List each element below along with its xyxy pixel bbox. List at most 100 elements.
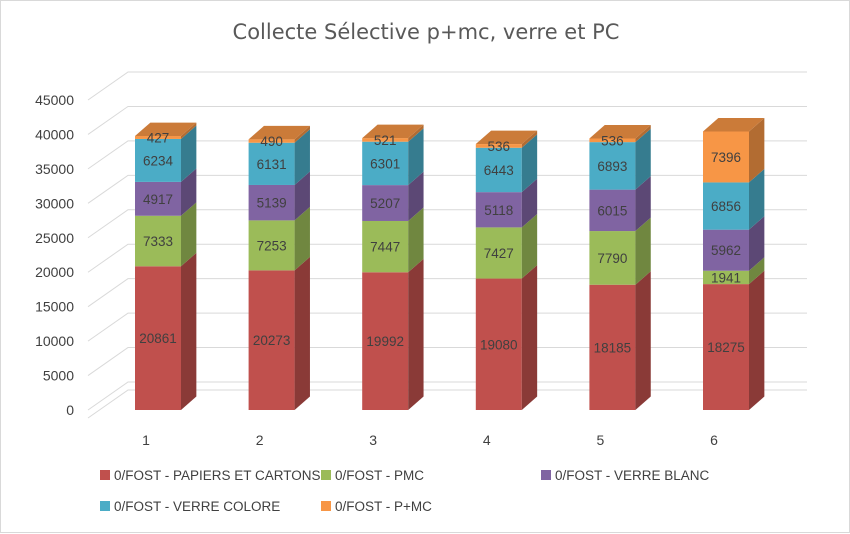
chart-title: Collecte Sélective p+mc, verre et PC — [233, 20, 620, 44]
data-label: 7447 — [370, 240, 400, 255]
gridline — [87, 71, 807, 101]
data-label: 4917 — [143, 192, 173, 207]
bar-segment-side — [749, 118, 765, 183]
legend-label: 0/FOST - PMC — [335, 468, 424, 483]
bar-stack-5 — [589, 125, 651, 410]
bar-segment — [248, 220, 295, 271]
data-label: 6015 — [597, 203, 627, 218]
axes: 0 5000 10000 15000 20000 25000 30000 35000 40000… — [35, 92, 807, 448]
bar-segment — [248, 142, 295, 185]
bar-stack-3 — [362, 124, 424, 410]
y-tick-label: 40000 — [35, 126, 74, 142]
legend-label: 0/FOST - P+MC — [335, 499, 432, 514]
bar-segment — [475, 192, 522, 228]
bar-segment — [475, 227, 522, 279]
data-label: 5207 — [370, 196, 400, 211]
data-label: 5118 — [484, 203, 513, 218]
data-label: 20861 — [139, 331, 177, 346]
data-label: 427 — [147, 130, 170, 145]
bar-segment-side — [635, 128, 651, 190]
bar-segment-side — [635, 125, 651, 143]
bar-segment-side — [521, 130, 538, 148]
bar-stack-6 — [703, 118, 765, 410]
data-label: 5962 — [711, 243, 741, 258]
legend-label: 0/FOST - VERRE COLORE — [114, 499, 280, 514]
bar-stack-4 — [475, 130, 538, 410]
bar-segment — [589, 189, 636, 232]
x-tick-label: 4 — [483, 432, 491, 448]
x-tick-label: 3 — [369, 432, 377, 448]
bar-segment — [135, 266, 181, 410]
bar-segment — [589, 284, 636, 410]
gridline — [87, 347, 807, 376]
bar-segment-side — [294, 171, 310, 221]
data-label: 20273 — [253, 333, 291, 348]
y-tick-label: 25000 — [35, 230, 74, 246]
bar-stack-1 — [135, 122, 197, 410]
bar-segment — [475, 278, 522, 410]
bar-top — [475, 130, 538, 145]
gridlines — [87, 71, 807, 411]
data-label: 7333 — [143, 234, 173, 249]
legend-item: 0/FOST - VERRE COLORE — [100, 499, 280, 514]
data-label: 6301 — [370, 156, 400, 171]
bar-segment — [362, 272, 409, 410]
x-tick-label: 6 — [710, 432, 718, 448]
bar-segment-side — [408, 258, 424, 410]
x-tick-label: 5 — [597, 432, 605, 448]
bar-segment-side — [521, 213, 538, 279]
bar-segment — [589, 138, 636, 143]
bar-segment — [362, 220, 409, 273]
data-labels: 20861 7333 4917 6234 427 20273 7253 5139 6131 490… — [139, 130, 745, 355]
bar-segment-side — [408, 207, 424, 273]
bar-segment — [703, 229, 749, 271]
bar-top — [362, 124, 424, 139]
gridline — [87, 243, 807, 273]
legend-swatch — [100, 501, 110, 511]
bar-segment-side — [749, 168, 765, 230]
bar-segment — [135, 136, 181, 139]
data-label: 6893 — [597, 159, 627, 174]
y-tick-label: 45000 — [35, 92, 74, 108]
data-label: 18275 — [707, 340, 745, 355]
bar-segment — [135, 215, 181, 267]
data-label: 521 — [374, 133, 397, 148]
bar-segment-side — [181, 168, 197, 216]
gridline — [87, 174, 807, 204]
bar-segment-side — [294, 206, 310, 271]
bar-segment-side — [635, 176, 651, 232]
bar-segment-side — [181, 252, 197, 410]
y-tick-label: 10000 — [35, 333, 74, 349]
bar-segment — [248, 270, 295, 410]
bar-segment — [362, 185, 409, 221]
data-label: 18185 — [594, 340, 632, 355]
data-label: 1941 — [711, 270, 741, 285]
legend-label: 0/FOST - VERRE BLANC — [555, 468, 710, 483]
data-label: 536 — [488, 139, 511, 154]
bar-segment-side — [408, 124, 424, 142]
bar-segment-side — [294, 125, 310, 143]
legend-label: 0/FOST - PAPIERS ET CARTONS — [114, 468, 321, 483]
bar-segment-side — [749, 257, 765, 285]
legend: 0/FOST - PAPIERS ET CARTONS 0/FOST - PMC 0… — [100, 468, 710, 514]
bar-segment-side — [521, 134, 538, 193]
data-label: 7253 — [257, 238, 287, 253]
legend-item: 0/FOST - PAPIERS ET CARTONS — [100, 468, 321, 483]
bar-segment — [362, 141, 409, 186]
y-tick-label: 20000 — [35, 264, 74, 280]
bar-segment — [703, 131, 749, 183]
bar-segment-side — [635, 271, 651, 410]
bar-segment — [703, 270, 749, 285]
legend-swatch — [541, 470, 551, 480]
y-tick-label: 0 — [66, 402, 74, 418]
data-label: 19080 — [480, 337, 518, 352]
bar-segment — [589, 231, 636, 285]
gridline — [87, 105, 807, 135]
bar-segment-side — [749, 216, 765, 271]
data-label: 6443 — [484, 163, 514, 178]
bar-stack-2 — [248, 125, 310, 410]
gridline — [87, 312, 807, 342]
data-label: 7790 — [597, 251, 627, 266]
data-label: 6234 — [143, 153, 174, 168]
